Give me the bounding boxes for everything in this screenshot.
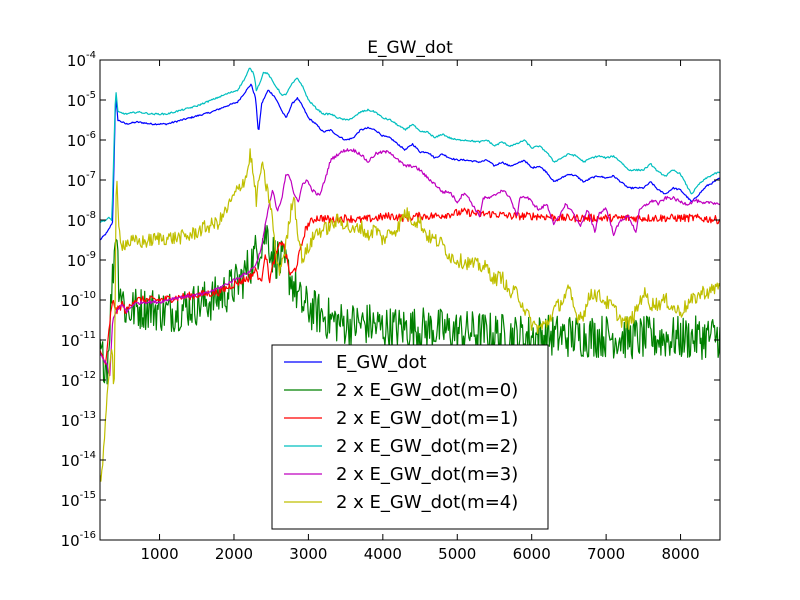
legend-label-1: 2 x E_GW_dot(m=0): [336, 380, 518, 401]
legend-label-2: 2 x E_GW_dot(m=1): [336, 408, 518, 429]
y-tick-label: 10-14: [61, 450, 96, 470]
x-tick-label: 2000: [215, 545, 253, 563]
y-tick-label: 10-10: [61, 290, 96, 310]
y-tick-label: 10-16: [61, 530, 96, 550]
series-layer: [100, 67, 720, 482]
x-tick-label: 4000: [364, 545, 402, 563]
y-tick-label: 10-12: [61, 370, 96, 390]
legend: E_GW_dot 2 x E_GW_dot(m=0) 2 x E_GW_dot(m=…: [271, 344, 549, 530]
y-tick-label: 10-4: [67, 50, 96, 70]
y-tick-label: 10-11: [61, 330, 96, 350]
x-tick-label: 5000: [438, 545, 476, 563]
x-tick-label: 1000: [140, 545, 178, 563]
x-tick-label: 3000: [289, 545, 327, 563]
series-line-1: [100, 224, 720, 385]
series-line-3: [100, 67, 720, 224]
series-line-4: [100, 148, 720, 377]
legend-label-5: 2 x E_GW_dot(m=4): [336, 492, 518, 513]
y-tick-label: 10-9: [67, 250, 96, 270]
y-tick-label: 10-7: [67, 170, 96, 190]
y-tick-label: 10-13: [61, 410, 96, 430]
chart-title: E_GW_dot: [367, 38, 453, 58]
legend-label-3: 2 x E_GW_dot(m=2): [336, 436, 518, 457]
series-line-5: [100, 148, 720, 482]
x-axis: 1000 2000 3000 4000 5000 6000 7000 8000: [140, 60, 700, 563]
x-tick-label: 7000: [587, 545, 625, 563]
y-tick-label: 10-5: [67, 90, 96, 110]
legend-label-0: E_GW_dot: [336, 352, 427, 373]
x-tick-label: 6000: [513, 545, 551, 563]
y-tick-label: 10-8: [67, 210, 96, 230]
legend-box: [271, 344, 549, 530]
y-tick-label: 10-15: [61, 490, 96, 510]
x-tick-label: 8000: [661, 545, 699, 563]
legend-label-4: 2 x E_GW_dot(m=3): [336, 464, 518, 485]
y-axis: 10-4 10-5 10-6 10-7 10-8 10-9 10-10 10-11 10-12 1…: [61, 50, 720, 550]
series-line-0: [100, 83, 720, 241]
y-tick-label: 10-6: [67, 130, 96, 150]
